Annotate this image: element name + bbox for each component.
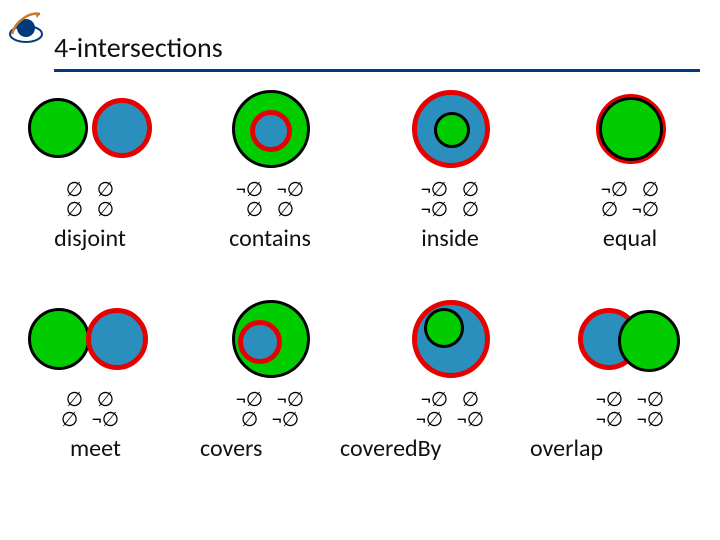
cell-overlap [550, 300, 710, 380]
region-b [86, 308, 148, 370]
region-a-border [599, 97, 663, 161]
matrix-coveredBy: ¬∅ ∅ ¬∅ ¬∅ [370, 390, 530, 430]
diagram-inside [380, 90, 520, 170]
region-a [28, 98, 88, 158]
inpe-logo [6, 6, 46, 46]
matrix-disjoint: ∅ ∅ ∅ ∅ [10, 180, 170, 220]
title-rule: 4-intersections [54, 30, 700, 72]
matrix-meet: ∅ ∅ ∅ ¬∅ [10, 390, 170, 430]
label-equal: equal [550, 224, 710, 253]
cell-disjoint [10, 90, 170, 170]
cell-meet [10, 300, 170, 380]
matrix-inside: ¬∅ ∅ ¬∅ ∅ [370, 180, 530, 220]
label-coveredBy: coveredBy [340, 434, 441, 463]
row-1-matrices: ∅ ∅ ∅ ∅ ¬∅ ¬∅ ∅ ∅ ¬∅ ∅ ¬∅ ∅ ¬∅ ∅ ∅ ¬∅ [0, 178, 720, 220]
row-2-matrices: ∅ ∅ ∅ ¬∅ ¬∅ ¬∅ ∅ ¬∅ ¬∅ ∅ ¬∅ ¬∅ ¬∅ ¬∅ ¬∅ … [0, 388, 720, 430]
region-b [238, 320, 282, 364]
region-b [250, 110, 292, 152]
row-2-diagrams [0, 300, 720, 380]
diagram-covers [200, 300, 340, 380]
label-inside: inside [370, 224, 530, 253]
cell-equal [550, 90, 710, 170]
cell-coveredBy [370, 300, 530, 380]
diagram-coveredBy [380, 300, 520, 380]
matrix-contains: ¬∅ ¬∅ ∅ ∅ [190, 180, 350, 220]
row-1-diagrams [0, 90, 720, 170]
diagram-disjoint [20, 90, 160, 170]
matrix-equal: ¬∅ ∅ ∅ ¬∅ [550, 180, 710, 220]
label-meet: meet [70, 434, 121, 463]
diagram-equal [560, 90, 700, 170]
cell-contains [190, 90, 350, 170]
matrix-covers: ¬∅ ¬∅ ∅ ¬∅ [190, 390, 350, 430]
cell-covers [190, 300, 350, 380]
diagram-contains [200, 90, 340, 170]
region-a [424, 308, 464, 348]
region-a [618, 310, 680, 372]
cell-inside [370, 90, 530, 170]
diagram-meet [20, 300, 160, 380]
label-disjoint: disjoint [10, 224, 170, 253]
label-covers: covers [200, 434, 262, 463]
label-overlap: overlap [530, 434, 603, 463]
region-b [92, 98, 152, 158]
row-1-labels: disjoint contains inside equal [0, 222, 720, 253]
region-a [28, 308, 90, 370]
page-title: 4-intersections [54, 30, 223, 65]
diagram-overlap [560, 300, 700, 380]
label-contains: contains [190, 224, 350, 253]
region-a [434, 112, 470, 148]
matrix-overlap: ¬∅ ¬∅ ¬∅ ¬∅ [550, 390, 710, 430]
